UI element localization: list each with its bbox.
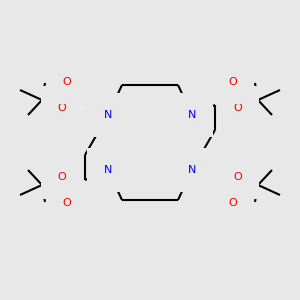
Text: N: N	[188, 165, 196, 175]
Text: O: O	[58, 103, 66, 113]
Text: O: O	[234, 103, 242, 113]
Text: O: O	[63, 77, 71, 87]
Text: O: O	[58, 172, 66, 182]
Text: O: O	[229, 77, 237, 87]
Text: O: O	[234, 172, 242, 182]
Text: O: O	[229, 198, 237, 208]
Text: N: N	[104, 165, 112, 175]
Text: O: O	[63, 198, 71, 208]
Text: N: N	[188, 110, 196, 120]
Text: N: N	[104, 110, 112, 120]
